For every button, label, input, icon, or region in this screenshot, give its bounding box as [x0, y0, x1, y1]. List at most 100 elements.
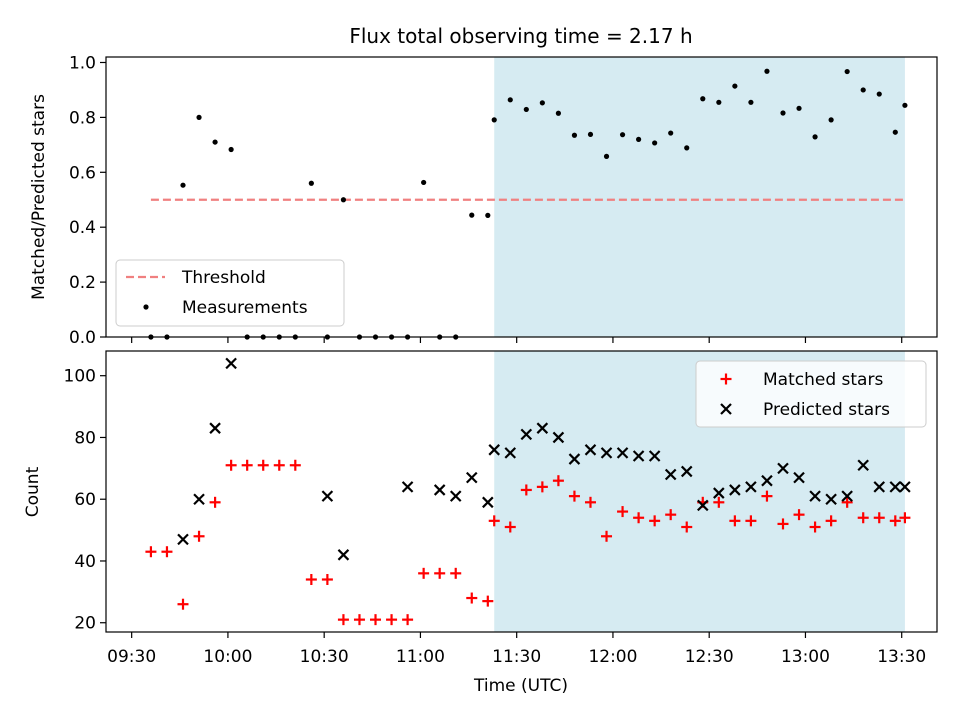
measurement-point — [876, 91, 882, 97]
measurement-point — [844, 68, 850, 75]
measurement-point — [340, 197, 347, 203]
measurement-point — [180, 182, 186, 188]
top-x-ticks — [131, 337, 903, 343]
predicted-star-point-b — [433, 484, 446, 496]
predicted-star-point — [761, 474, 773, 487]
x-tick-label: 13:00 — [781, 647, 830, 667]
predicted-star-point — [449, 490, 462, 502]
predicted-star-point — [177, 533, 189, 546]
matched-star-point — [601, 530, 613, 542]
matched-star-point — [370, 614, 382, 626]
measurement-point — [716, 99, 722, 105]
predicted-star-point-b — [809, 490, 821, 502]
measurement-point — [212, 139, 218, 145]
measurement-point — [228, 146, 234, 153]
predicted-star-point-b — [713, 487, 725, 499]
measurement-point — [892, 129, 898, 135]
predicted-star-point-b — [321, 490, 334, 502]
predicted-star-point — [401, 481, 414, 493]
measurement-point — [523, 106, 529, 113]
bottom-plot-panel: 09:30 10:00 10:30 11:00 11:30 12:00 12:30 13:00… — [23, 350, 938, 696]
predicted-star-point-b — [889, 481, 902, 493]
matched-star-point — [761, 490, 773, 502]
predicted-star-point-b — [841, 490, 853, 502]
matched-star-point — [889, 515, 901, 527]
x-tick-label: 11:00 — [396, 647, 445, 667]
predicted-star-point — [729, 484, 741, 496]
bottom-legend-box — [695, 360, 927, 428]
matched-star-point — [777, 518, 789, 530]
predicted-star-point-b — [177, 533, 189, 546]
threshold-legend-label: Threshold — [181, 268, 266, 288]
predicted-star-point — [482, 496, 494, 509]
bottom-y-tick-label: 20 — [74, 614, 96, 634]
top-y-tick-label: 0.0 — [69, 328, 96, 348]
matched-star-point — [536, 481, 548, 493]
predicted-star-point-b — [648, 450, 661, 462]
matched-star-point — [665, 509, 677, 521]
predicted-star-point — [433, 484, 446, 496]
x-tick-label: 13:30 — [877, 647, 926, 667]
predicted-star-point — [777, 462, 789, 475]
matched-stars-series — [145, 459, 911, 626]
predicted-star-point — [745, 481, 757, 493]
predicted-star-point-b — [401, 481, 414, 493]
measurements-legend-label: Measurements — [182, 298, 308, 318]
matched-star-point — [520, 484, 532, 496]
matched-stars-legend-label: Matched stars — [763, 370, 883, 390]
x-tick-label: 10:30 — [300, 647, 349, 667]
measurement-point — [507, 97, 513, 103]
top-y-axis: 0.0 0.2 0.4 0.6 0.8 1.0 — [69, 53, 106, 348]
top-y-tick-label: 1.0 — [69, 53, 96, 73]
top-y-tick-label: 0.2 — [69, 273, 96, 293]
predicted-star-point-b — [793, 471, 805, 484]
predicted-star-point-b — [193, 493, 205, 505]
x-axis-label: Time (UTC) — [473, 676, 568, 696]
predicted-stars-legend-swatch — [720, 403, 732, 415]
predicted-star-point-b — [449, 490, 462, 502]
predicted-star-point — [552, 431, 565, 444]
predicted-star-point — [520, 428, 533, 441]
predicted-star-point — [889, 481, 902, 493]
measurement-point — [485, 212, 491, 218]
measurement-point — [555, 110, 561, 116]
predicted-star-point-b — [664, 468, 677, 481]
predicted-star-point-b — [857, 459, 869, 472]
predicted-star-point-b — [568, 453, 581, 465]
predicted-star-point-b — [520, 428, 533, 441]
matched-star-point — [825, 515, 837, 527]
bottom-x-axis: 09:30 10:00 10:30 11:00 11:30 12:00 12:30 13:00… — [107, 632, 926, 667]
top-y-tick-label: 0.8 — [69, 108, 96, 128]
matched-star-point — [857, 512, 869, 524]
predicted-star-point-b — [632, 450, 645, 462]
predicted-star-point — [713, 487, 725, 499]
bottom-y-tick-label: 100 — [64, 367, 96, 387]
measurement-point — [764, 68, 770, 74]
matched-star-point — [337, 614, 349, 626]
top-legend-box — [115, 259, 345, 327]
predicted-star-point — [488, 444, 501, 456]
measurement-point — [308, 180, 314, 186]
matched-star-point — [617, 506, 629, 518]
matched-star-point — [241, 459, 253, 471]
predicted-star-point — [616, 447, 629, 459]
predicted-star-point-b — [600, 447, 613, 459]
matched-star-point — [418, 567, 430, 579]
predicted-star-point-b — [552, 431, 565, 444]
measurement-point — [636, 136, 642, 142]
bottom-y-tick-label: 60 — [74, 490, 96, 510]
predicted-star-point — [632, 450, 645, 462]
predicted-star-point — [809, 490, 821, 502]
predicted-star-point — [536, 422, 549, 434]
measurement-point — [684, 145, 690, 151]
predicted-star-point-b — [465, 471, 478, 484]
matched-star-point — [177, 598, 189, 610]
x-tick-label: 10:00 — [203, 647, 252, 667]
top-legend: Threshold Measurements — [115, 259, 345, 327]
predicted-star-point — [465, 471, 478, 484]
x-tick-label: 11:30 — [492, 647, 541, 667]
x-tick-label: 12:00 — [588, 647, 637, 667]
matched-star-point — [466, 592, 478, 604]
matched-star-point — [488, 515, 500, 527]
